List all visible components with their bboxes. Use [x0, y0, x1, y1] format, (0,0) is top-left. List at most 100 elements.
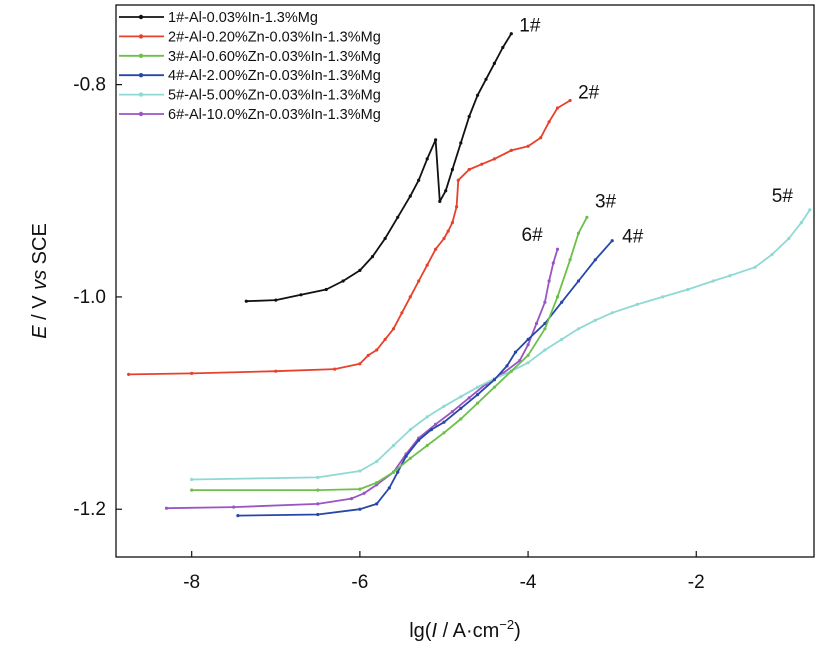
legend-entry-3: 3#-Al-0.60%Zn-0.03%In-1.3%Mg [168, 49, 381, 65]
series-5-point [808, 208, 812, 212]
series-1-point [501, 45, 505, 50]
legend-entry-4: 4#-Al-2.00%Zn-0.03%In-1.3%Mg [168, 68, 381, 84]
series-5-point [408, 428, 412, 432]
series-2-point [455, 205, 459, 209]
series-4-point [492, 378, 496, 382]
end-labels-layer: 1# 2# 3#4# 5# 6# [519, 16, 793, 248]
series-line-2 [127, 99, 571, 376]
y-axis-label: E / V vs SCE [29, 223, 51, 339]
series-4-point [442, 420, 446, 424]
series-1-point [450, 167, 454, 172]
series-1-point [299, 293, 303, 297]
series-1-point [244, 299, 248, 303]
series-2-point [568, 98, 572, 103]
legend-entry-1: 1#-Al-0.03%In-1.3%Mg [168, 10, 318, 26]
series-4-point [387, 486, 391, 490]
legend-entry-2: 2#-Al-0.20%Zn-0.03%In-1.3%Mg [168, 29, 381, 45]
series-6-point [362, 491, 366, 495]
series-5-point [375, 459, 379, 464]
legend-marker-2 [138, 34, 144, 39]
series-4-point [404, 454, 408, 458]
series-2-point [190, 371, 194, 375]
series-2-point [539, 136, 543, 140]
series-5-point [476, 385, 480, 389]
series-6-point [555, 247, 560, 251]
series-5-point [442, 404, 446, 408]
series-1-point [324, 287, 328, 292]
series-2-point [358, 362, 362, 366]
curve-end-label-2: 2# [578, 83, 600, 104]
x-tick-label: -2 [688, 572, 705, 593]
series-4-point [417, 438, 421, 442]
y-tick-label: -1.0 [73, 287, 106, 308]
series-2-point [408, 295, 412, 299]
series-5-point [391, 443, 396, 448]
legend-entry-5: 5#-Al-5.00%Zn-0.03%In-1.3%Mg [168, 88, 381, 104]
series-6-point [547, 279, 551, 283]
series-5-point [753, 265, 757, 269]
series-2-point [127, 372, 131, 376]
series-3-point [526, 353, 530, 357]
series-6-point [349, 497, 354, 501]
series-line-5 [190, 209, 811, 481]
series-3-point [555, 295, 560, 299]
curve-end-label-6: 6# [522, 225, 544, 246]
series-3-point [585, 215, 589, 219]
series-2-point [375, 348, 379, 352]
series-3-point [492, 385, 496, 389]
series-2-point [425, 263, 429, 267]
series-6-point [164, 506, 169, 510]
series-5-point [560, 337, 564, 341]
series-2-point [274, 369, 278, 373]
y-tick-label: -1.2 [73, 499, 106, 520]
legend-entry-6: 6#-Al-10.0%Zn-0.03%In-1.3%Mg [168, 107, 381, 123]
series-3-point [576, 231, 581, 235]
legend-marker-3 [138, 53, 144, 58]
series-1-point [425, 157, 429, 161]
series-2-point [450, 221, 454, 225]
series-2-point [467, 167, 471, 172]
series-5-point [686, 287, 690, 292]
series-1-point [434, 138, 438, 142]
series-3-point [476, 401, 480, 405]
series-3-point [316, 488, 320, 492]
series-1-point [467, 114, 471, 119]
series-3-point [408, 456, 412, 460]
series-5-point [425, 415, 429, 419]
series-6-point [232, 505, 236, 509]
series-2-point [547, 120, 551, 124]
series-4-point [610, 239, 614, 243]
series-2-point [526, 144, 530, 148]
series-1-point [438, 199, 442, 203]
x-tick-label: -8 [183, 572, 200, 593]
series-5-point [728, 274, 732, 278]
series-1-point [383, 236, 387, 241]
series-4-point [560, 300, 564, 304]
series-6-point [434, 422, 438, 426]
series-3-point [568, 258, 572, 262]
series-5-point [576, 327, 581, 331]
series-3-point [442, 431, 446, 435]
legend-marker-6 [138, 111, 144, 117]
curves-layer [127, 32, 812, 518]
series-2-point [442, 236, 446, 241]
series-2-point [446, 229, 450, 233]
series-4-point [375, 502, 379, 506]
series-4-point [429, 428, 433, 432]
series-5-point [526, 361, 530, 365]
series-1-point [274, 298, 278, 302]
series-4-point [396, 470, 400, 474]
series-1-point [417, 178, 421, 182]
series-5-point [711, 279, 715, 283]
series-5-point [593, 318, 597, 322]
series-3-point [190, 488, 194, 492]
series-4-point [593, 258, 597, 262]
curve-end-label-1: 1# [519, 16, 541, 37]
series-6-point [467, 396, 471, 400]
series-6-point [526, 343, 530, 347]
series-6-point [534, 321, 539, 326]
curve-end-label-4: 4# [622, 227, 644, 248]
series-6-point [543, 300, 547, 304]
series-5-point [787, 236, 791, 241]
